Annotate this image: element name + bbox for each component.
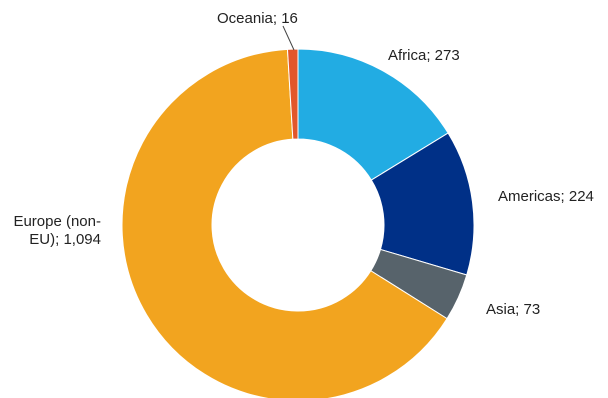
slice-europe-non-eu — [121, 48, 448, 398]
label-line: Asia; 73 — [486, 301, 540, 318]
label-americas: Americas; 224 — [498, 188, 594, 205]
slice-oceania — [286, 48, 299, 140]
label-line: EU); 1,094 — [29, 231, 101, 248]
label-line: Oceania; 16 — [217, 10, 298, 27]
label-europe-non-eu: Europe (non-EU); 1,094 — [13, 213, 101, 248]
donut-slices — [121, 48, 475, 398]
label-line: Europe (non- — [13, 213, 101, 230]
label-oceania: Oceania; 16 — [217, 10, 298, 27]
label-asia: Asia; 73 — [486, 301, 540, 318]
label-line: Americas; 224 — [498, 188, 594, 205]
label-africa: Africa; 273 — [388, 47, 460, 64]
slice-labels: Africa; 273 Americas; 224 Asia; 73 Europe (… — [13, 10, 593, 318]
oceania-leader-line — [282, 25, 295, 51]
slice-africa — [297, 48, 449, 181]
label-line: Africa; 273 — [388, 47, 460, 64]
